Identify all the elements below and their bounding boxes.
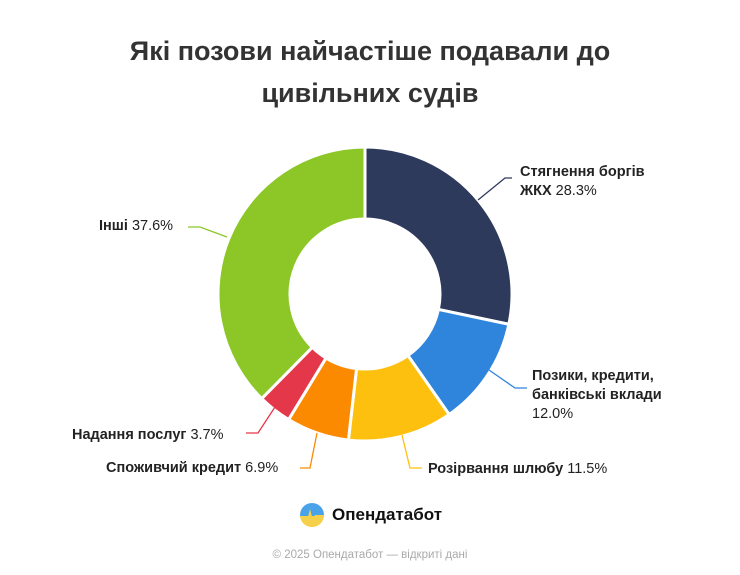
label-zhkh: Стягнення боргів ЖКХ 28.3%: [520, 164, 645, 199]
chart-title: Які позови найчастіше подавали до цивіль…: [129, 36, 611, 108]
leader-line-4: [246, 406, 276, 434]
label-divorce: Розірвання шлюбу 11.5%: [428, 461, 608, 477]
slice-0: [363, 145, 514, 326]
label-loans: Позики, кредити, банківські вклади 12.0%: [532, 368, 662, 422]
brand-logo: Опендатабот: [300, 503, 442, 527]
footer: © 2025 Опендатабот — відкриті дані: [272, 549, 468, 561]
leader-line-1: [488, 369, 527, 389]
label-services: Надання послуг 3.7%: [72, 427, 224, 443]
leader-line-5: [188, 226, 228, 238]
leader-line-2: [401, 434, 422, 469]
label-other: Інші 37.6%: [99, 218, 174, 234]
leader-line-0: [477, 177, 512, 201]
slice-5: [216, 145, 367, 401]
opendatabot-logo-icon: [300, 503, 324, 527]
leader-line-3: [300, 432, 318, 469]
label-consumer-credit: Споживчий кредит 6.9%: [106, 460, 279, 476]
